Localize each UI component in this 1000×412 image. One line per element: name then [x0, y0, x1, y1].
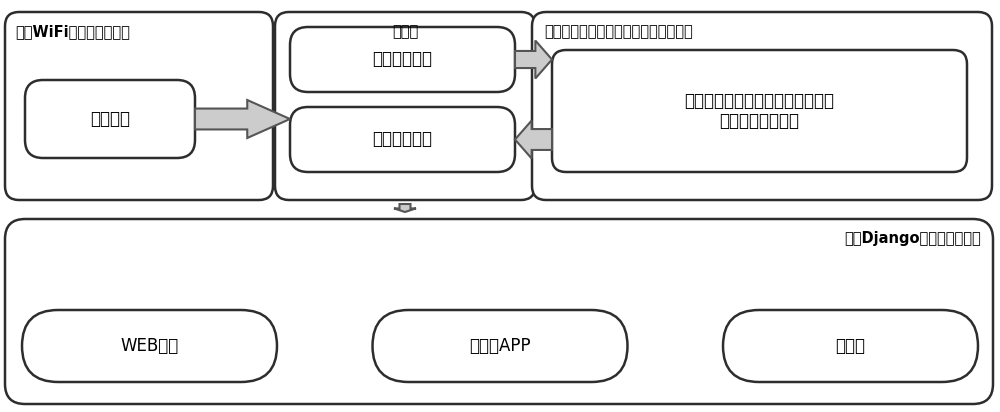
- Text: 数据库: 数据库: [392, 24, 418, 39]
- FancyBboxPatch shape: [290, 107, 515, 172]
- FancyBboxPatch shape: [22, 310, 277, 382]
- Polygon shape: [394, 204, 416, 212]
- FancyBboxPatch shape: [372, 310, 628, 382]
- Text: 基于Django框架的数据展示: 基于Django框架的数据展示: [844, 231, 981, 246]
- Text: 定子电流: 定子电流: [90, 110, 130, 128]
- Text: 结果数据存储: 结果数据存储: [373, 131, 433, 148]
- Polygon shape: [515, 120, 552, 159]
- Text: 移动端APP: 移动端APP: [469, 337, 531, 355]
- Text: 基于WiFi的无线传感节点: 基于WiFi的无线传感节点: [15, 24, 130, 39]
- Text: 基于深度学习的感应电机故障诊断算法: 基于深度学习的感应电机故障诊断算法: [544, 24, 693, 39]
- Text: 基于门控循环神经网络的感应电机
故障诊断算法模块: 基于门控循环神经网络的感应电机 故障诊断算法模块: [685, 91, 835, 131]
- FancyBboxPatch shape: [275, 12, 535, 200]
- Text: 原始数据采集: 原始数据采集: [373, 51, 433, 68]
- FancyBboxPatch shape: [723, 310, 978, 382]
- FancyBboxPatch shape: [5, 219, 993, 404]
- FancyBboxPatch shape: [290, 27, 515, 92]
- Text: WEB发布: WEB发布: [120, 337, 179, 355]
- FancyBboxPatch shape: [552, 50, 967, 172]
- FancyBboxPatch shape: [25, 80, 195, 158]
- Polygon shape: [195, 100, 290, 138]
- FancyBboxPatch shape: [5, 12, 273, 200]
- FancyBboxPatch shape: [532, 12, 992, 200]
- Text: 浏览器: 浏览器: [835, 337, 865, 355]
- Polygon shape: [515, 40, 552, 79]
